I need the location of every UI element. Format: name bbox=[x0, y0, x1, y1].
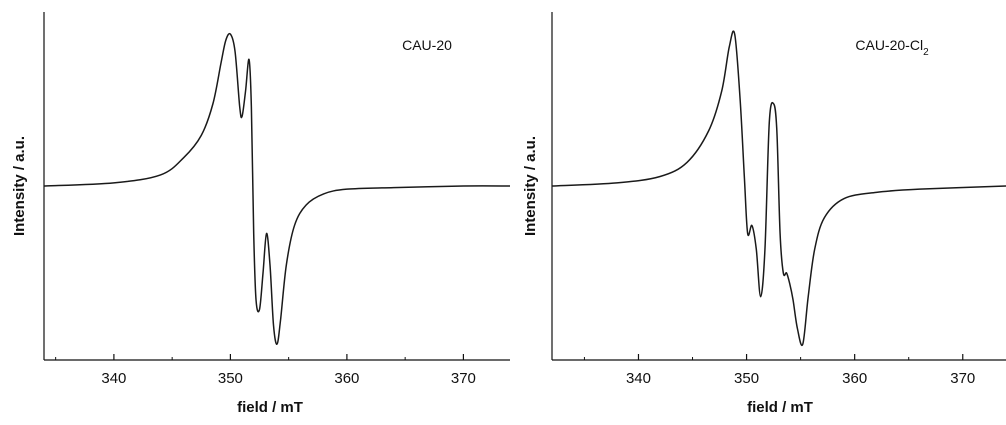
x-tick-label-350: 350 bbox=[218, 370, 243, 387]
x-tick-label-370: 370 bbox=[950, 370, 975, 387]
y-axis-label: Intensity / a.u. bbox=[522, 136, 539, 236]
chart-panel-2: 340 350 360 370 field / mT Intensity / a.u. CA… bbox=[522, 12, 1006, 416]
y-axis-label: Intensity / a.u. bbox=[11, 136, 28, 236]
x-tick-label-370: 370 bbox=[451, 370, 476, 387]
x-tick-label-340: 340 bbox=[626, 370, 651, 387]
panel-label: CAU-20 bbox=[402, 37, 452, 53]
x-axis-label: field / mT bbox=[237, 399, 303, 416]
panel-label: CAU-20-Cl2 bbox=[855, 37, 929, 58]
spectrum-line-1 bbox=[551, 30, 1006, 347]
x-axis-label: field / mT bbox=[747, 399, 813, 416]
x-tick-label-360: 360 bbox=[842, 370, 867, 387]
x-tick-label-350: 350 bbox=[734, 370, 759, 387]
x-tick-label-360: 360 bbox=[334, 370, 359, 387]
spectrum-line-1 bbox=[43, 32, 511, 345]
x-tick-label-340: 340 bbox=[101, 370, 126, 387]
chart-panel-1: 340 350 360 370 field / mT Intensity / a.u. CA… bbox=[11, 12, 511, 416]
